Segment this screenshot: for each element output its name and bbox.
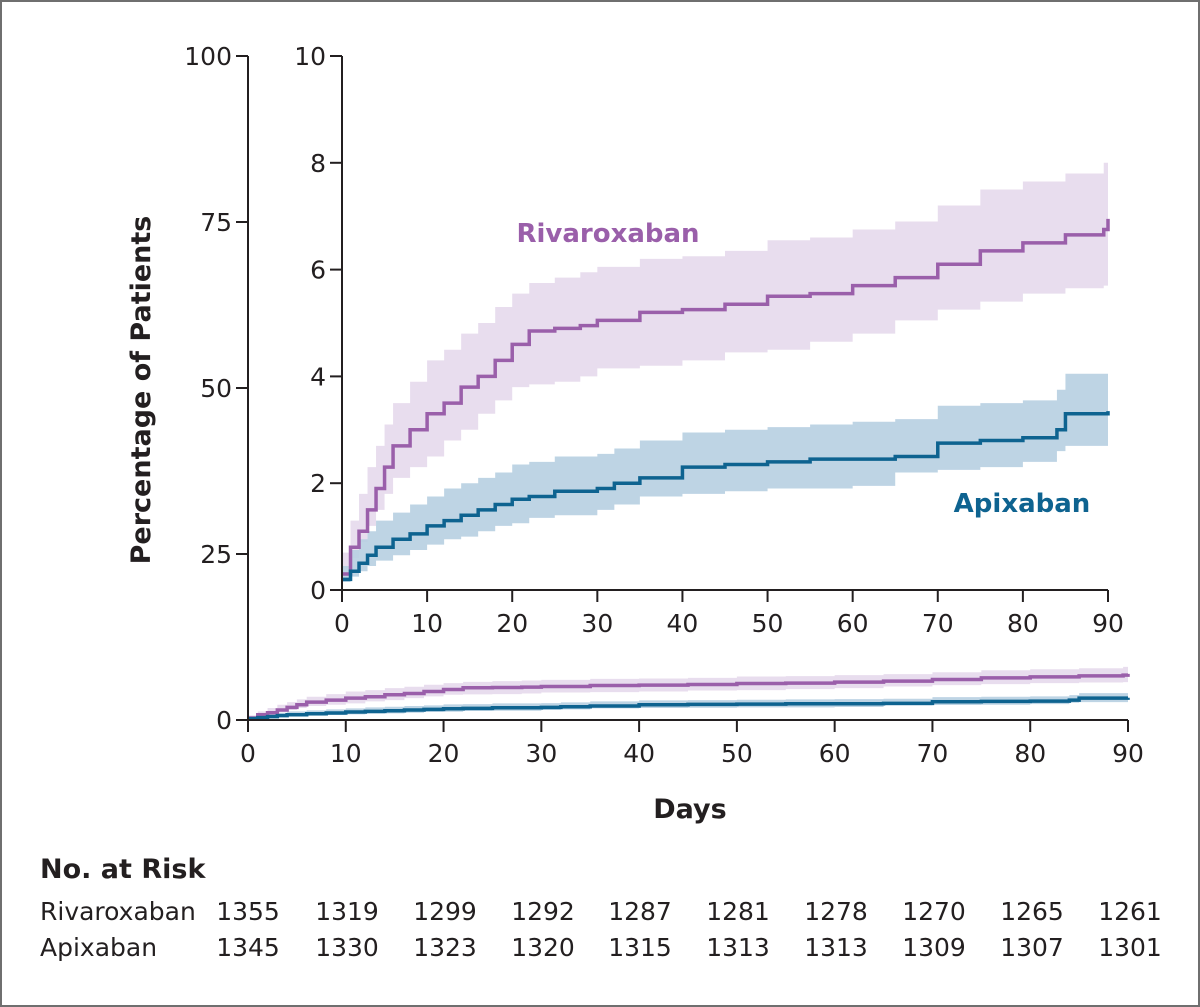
main-x-tick-label: 40 [623, 739, 655, 768]
risk-cell: 1270 [902, 897, 966, 926]
inset-x-tick-label: 80 [1007, 609, 1039, 638]
risk-cell: 1313 [706, 933, 770, 962]
risk-cell: 1299 [413, 897, 477, 926]
risk-table-rows: Rivaroxaban 1355 1319 1299 1292 1287 1281 1278 1… [40, 897, 1162, 962]
inset-x-tick-label: 50 [752, 609, 784, 638]
main-y-tick-label: 25 [200, 540, 232, 569]
main-y-tick-label: 100 [184, 42, 232, 71]
main-y-tick-label: 50 [200, 374, 232, 403]
main-x-tick-label: 20 [428, 739, 460, 768]
inset-x-tick-label: 90 [1092, 609, 1124, 638]
main-x-ticks: 0 10 20 30 40 50 60 70 80 90 [240, 720, 1144, 768]
main-x-tick-label: 0 [240, 739, 256, 768]
inset-x-tick-label: 60 [837, 609, 869, 638]
inset-ci-bands [342, 146, 1108, 585]
risk-table-title: No. at Risk [40, 854, 206, 885]
inset-y-tick-label: 2 [310, 469, 326, 498]
risk-cell: 1278 [804, 897, 868, 926]
main-x-tick-label: 60 [819, 739, 851, 768]
inset-y-ticks: 0 2 4 6 8 10 [294, 42, 342, 605]
risk-cell: 1265 [1000, 897, 1064, 926]
main-x-tick-label: 30 [525, 739, 557, 768]
inset-y-tick-label: 8 [310, 149, 326, 178]
apixaban-line [342, 411, 1110, 582]
rivaroxaban-ci-band [342, 146, 1108, 582]
risk-cell: 1315 [608, 933, 672, 962]
risk-cell: 1307 [1000, 933, 1064, 962]
inset-x-tick-label: 70 [922, 609, 954, 638]
inset-x-ticks: 0 10 20 30 40 50 60 70 80 90 [334, 590, 1124, 638]
inset-y-tick-label: 6 [310, 256, 326, 285]
risk-cell: 1301 [1098, 933, 1162, 962]
inset-x-tick-label: 10 [411, 609, 443, 638]
risk-cell: 1323 [413, 933, 477, 962]
risk-cell: 1309 [902, 933, 966, 962]
apixaban-ci-band [342, 360, 1108, 585]
risk-cell: 1345 [216, 933, 280, 962]
risk-row-label: Apixaban [40, 933, 157, 962]
main-x-tick-label: 90 [1112, 739, 1144, 768]
risk-cell: 1261 [1098, 897, 1162, 926]
main-y-tick-label: 0 [216, 706, 232, 735]
risk-cell: 1281 [706, 897, 770, 926]
y-axis-title: Percentage of Patients [126, 216, 157, 565]
rivaroxaban-series-label: Rivaroxaban [516, 219, 699, 249]
inset-series-lines [342, 218, 1110, 582]
risk-cell: 1355 [216, 897, 280, 926]
rivaroxaban-ci-band [248, 664, 1128, 720]
inset-x-tick-label: 30 [581, 609, 613, 638]
inset-axes [341, 56, 1108, 591]
risk-cell: 1320 [511, 933, 575, 962]
main-x-tick-label: 50 [721, 739, 753, 768]
main-x-tick-label: 80 [1014, 739, 1046, 768]
main-x-tick-label: 70 [917, 739, 949, 768]
inset-x-tick-label: 20 [496, 609, 528, 638]
risk-row-label: Rivaroxaban [40, 897, 196, 926]
rivaroxaban-line [248, 673, 1130, 720]
x-axis-title: Days [653, 794, 726, 825]
main-series-lines [248, 673, 1130, 721]
main-x-tick-label: 10 [330, 739, 362, 768]
main-y-tick-label: 75 [200, 208, 232, 237]
inset-y-tick-label: 10 [294, 42, 326, 71]
apixaban-series-label: Apixaban [954, 489, 1091, 519]
risk-cell: 1287 [608, 897, 672, 926]
inset-y-tick-label: 4 [310, 362, 326, 391]
risk-cell: 1330 [315, 933, 379, 962]
inset-x-tick-label: 40 [667, 609, 699, 638]
inset-x-tick-label: 0 [334, 609, 350, 638]
rivaroxaban-line [342, 218, 1110, 576]
inset-y-tick-label: 0 [310, 576, 326, 605]
risk-cell: 1292 [511, 897, 575, 926]
main-y-ticks: 0 25 50 75 100 [184, 42, 248, 735]
risk-cell: 1319 [315, 897, 379, 926]
risk-cell: 1313 [804, 933, 868, 962]
apixaban-line [248, 696, 1130, 721]
